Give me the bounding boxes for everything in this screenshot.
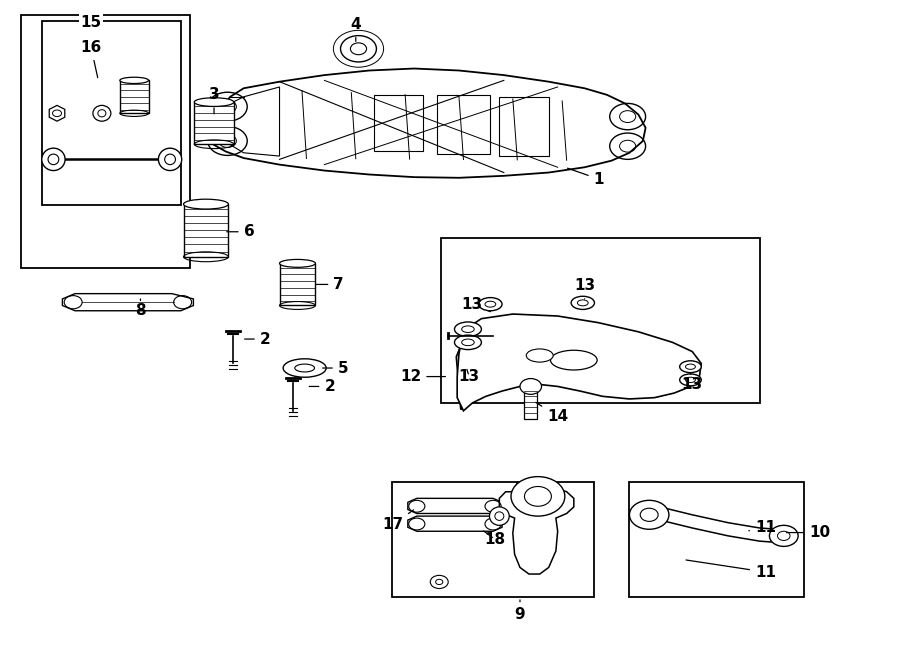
Polygon shape <box>408 516 502 531</box>
Bar <box>525 390 537 419</box>
Bar <box>441 239 760 403</box>
Text: 10: 10 <box>787 525 830 540</box>
Text: 14: 14 <box>536 403 568 424</box>
Polygon shape <box>62 293 194 311</box>
Bar <box>120 81 148 113</box>
Circle shape <box>520 379 542 395</box>
Ellipse shape <box>280 259 315 267</box>
Text: 11: 11 <box>749 520 776 535</box>
Polygon shape <box>645 508 787 543</box>
Text: 13: 13 <box>461 297 491 312</box>
Ellipse shape <box>93 105 111 121</box>
Ellipse shape <box>120 77 148 83</box>
Ellipse shape <box>158 148 182 171</box>
Bar <box>374 95 423 151</box>
Ellipse shape <box>454 335 482 350</box>
Ellipse shape <box>284 359 326 377</box>
Text: 9: 9 <box>515 600 526 623</box>
Polygon shape <box>457 314 701 410</box>
Text: 11: 11 <box>686 560 776 580</box>
Ellipse shape <box>526 349 554 362</box>
Text: 6: 6 <box>227 224 255 239</box>
Bar <box>392 482 594 597</box>
Polygon shape <box>50 105 65 121</box>
Text: 1: 1 <box>568 168 604 186</box>
Ellipse shape <box>41 148 65 171</box>
Circle shape <box>511 477 565 516</box>
Text: 13: 13 <box>574 278 595 299</box>
Text: 2: 2 <box>245 332 271 346</box>
Text: 15: 15 <box>80 15 102 30</box>
Ellipse shape <box>680 374 701 386</box>
Polygon shape <box>500 482 574 574</box>
Bar <box>184 204 229 256</box>
Ellipse shape <box>194 98 234 106</box>
Text: 15: 15 <box>80 15 102 30</box>
Ellipse shape <box>454 322 482 336</box>
Text: 3: 3 <box>209 87 220 114</box>
Circle shape <box>629 500 669 529</box>
Text: 8: 8 <box>135 299 146 318</box>
Ellipse shape <box>184 199 229 209</box>
Text: 2: 2 <box>310 379 335 394</box>
Text: 12: 12 <box>400 369 446 384</box>
Bar <box>629 482 805 597</box>
Polygon shape <box>456 316 699 409</box>
Text: 7: 7 <box>317 277 344 292</box>
Ellipse shape <box>572 296 595 309</box>
Ellipse shape <box>680 361 701 373</box>
Text: 16: 16 <box>80 40 102 77</box>
Ellipse shape <box>551 350 597 370</box>
Text: 17: 17 <box>382 510 414 532</box>
Bar <box>500 97 549 156</box>
Text: 13: 13 <box>458 369 480 384</box>
Ellipse shape <box>479 297 502 311</box>
Text: 5: 5 <box>323 360 348 375</box>
Text: 4: 4 <box>350 17 361 42</box>
Text: 18: 18 <box>483 531 505 547</box>
Polygon shape <box>408 498 502 514</box>
Bar <box>194 102 234 144</box>
Circle shape <box>430 575 448 588</box>
Text: 13: 13 <box>681 373 703 392</box>
Bar <box>21 15 190 268</box>
Bar <box>41 21 181 206</box>
Circle shape <box>770 525 798 547</box>
Ellipse shape <box>490 507 509 525</box>
Bar <box>436 95 491 154</box>
Bar <box>280 263 315 305</box>
